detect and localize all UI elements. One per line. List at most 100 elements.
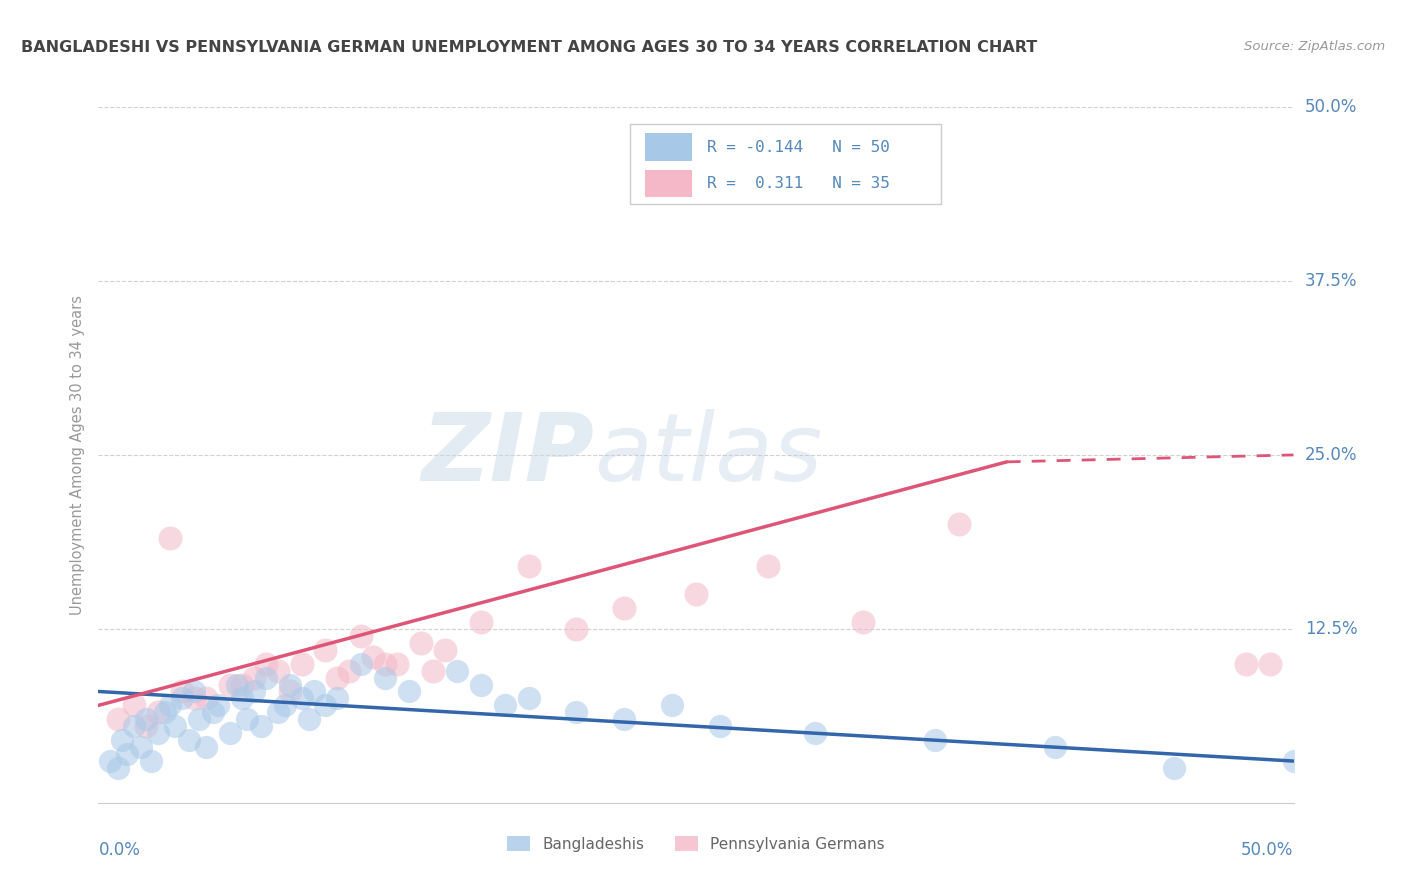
Point xyxy=(1282,754,1305,768)
Point xyxy=(155,706,177,720)
Point xyxy=(411,636,433,650)
Point xyxy=(226,677,249,691)
FancyBboxPatch shape xyxy=(644,169,692,197)
Point xyxy=(613,712,636,726)
Text: 25.0%: 25.0% xyxy=(1305,446,1357,464)
Point xyxy=(315,642,337,657)
Point xyxy=(434,642,457,657)
Point xyxy=(107,712,129,726)
Point xyxy=(235,712,257,726)
Point xyxy=(231,677,253,691)
Point xyxy=(148,706,170,720)
Text: BANGLADESHI VS PENNSYLVANIA GERMAN UNEMPLOYMENT AMONG AGES 30 TO 34 YEARS CORREL: BANGLADESHI VS PENNSYLVANIA GERMAN UNEMP… xyxy=(21,40,1038,55)
Point xyxy=(254,671,277,685)
Point xyxy=(291,691,314,706)
Point xyxy=(202,706,225,720)
Text: Source: ZipAtlas.com: Source: ZipAtlas.com xyxy=(1244,40,1385,54)
Point xyxy=(135,719,157,733)
Y-axis label: Unemployment Among Ages 30 to 34 years: Unemployment Among Ages 30 to 34 years xyxy=(70,295,86,615)
Point xyxy=(243,684,266,698)
Point xyxy=(267,664,290,678)
Point xyxy=(363,649,385,664)
Point xyxy=(274,698,297,713)
Point xyxy=(517,559,540,574)
Point xyxy=(159,532,181,546)
Point xyxy=(1258,657,1281,671)
Point xyxy=(179,733,201,747)
Point xyxy=(398,684,420,698)
Point xyxy=(243,671,266,685)
Point xyxy=(374,657,396,671)
Point xyxy=(278,677,301,691)
Point xyxy=(219,726,242,740)
Point xyxy=(139,754,162,768)
Point xyxy=(924,733,946,747)
Point xyxy=(250,719,273,733)
Point xyxy=(172,691,194,706)
Point xyxy=(374,671,396,685)
Point xyxy=(302,684,325,698)
Point xyxy=(183,684,205,698)
Point xyxy=(298,712,321,726)
Point xyxy=(291,657,314,671)
Point xyxy=(195,740,218,755)
Text: R =  0.311   N = 35: R = 0.311 N = 35 xyxy=(707,176,890,191)
Point xyxy=(565,706,588,720)
Point xyxy=(187,712,209,726)
Point xyxy=(565,622,588,636)
Text: 12.5%: 12.5% xyxy=(1305,620,1357,638)
Text: 50.0%: 50.0% xyxy=(1305,98,1357,116)
Text: ZIP: ZIP xyxy=(422,409,595,501)
Point xyxy=(422,664,444,678)
Point xyxy=(315,698,337,713)
Point xyxy=(207,698,229,713)
Point xyxy=(159,698,181,713)
Point xyxy=(131,740,153,755)
Point xyxy=(470,677,492,691)
Point xyxy=(1163,761,1185,775)
Point xyxy=(124,698,146,713)
Point xyxy=(172,684,194,698)
Point xyxy=(326,691,349,706)
Point xyxy=(124,719,146,733)
Text: atlas: atlas xyxy=(595,409,823,500)
Point xyxy=(517,691,540,706)
Point xyxy=(163,719,186,733)
Point xyxy=(195,691,218,706)
Point xyxy=(852,615,875,629)
Point xyxy=(98,754,122,768)
Text: 37.5%: 37.5% xyxy=(1305,272,1357,290)
Point xyxy=(326,671,349,685)
Point xyxy=(115,747,138,761)
Point xyxy=(470,615,492,629)
Point xyxy=(494,698,516,713)
Point xyxy=(1043,740,1066,755)
Point xyxy=(183,691,205,706)
Legend: Bangladeshis, Pennsylvania Germans: Bangladeshis, Pennsylvania Germans xyxy=(501,830,891,858)
Point xyxy=(111,733,134,747)
Point xyxy=(254,657,277,671)
FancyBboxPatch shape xyxy=(630,124,941,204)
Point xyxy=(350,657,373,671)
Point xyxy=(804,726,827,740)
Point xyxy=(278,684,301,698)
Point xyxy=(613,601,636,615)
Point xyxy=(350,629,373,643)
Point xyxy=(661,698,683,713)
Text: 0.0%: 0.0% xyxy=(98,841,141,859)
Point xyxy=(1234,657,1257,671)
Point xyxy=(107,761,129,775)
Point xyxy=(135,712,157,726)
Text: 50.0%: 50.0% xyxy=(1241,841,1294,859)
Point xyxy=(219,677,242,691)
Text: R = -0.144   N = 50: R = -0.144 N = 50 xyxy=(707,140,890,155)
FancyBboxPatch shape xyxy=(644,134,692,161)
Point xyxy=(709,719,731,733)
Point xyxy=(385,657,409,671)
Point xyxy=(948,517,970,532)
Point xyxy=(339,664,361,678)
Point xyxy=(756,559,779,574)
Point xyxy=(267,706,290,720)
Point xyxy=(148,726,170,740)
Point xyxy=(446,664,468,678)
